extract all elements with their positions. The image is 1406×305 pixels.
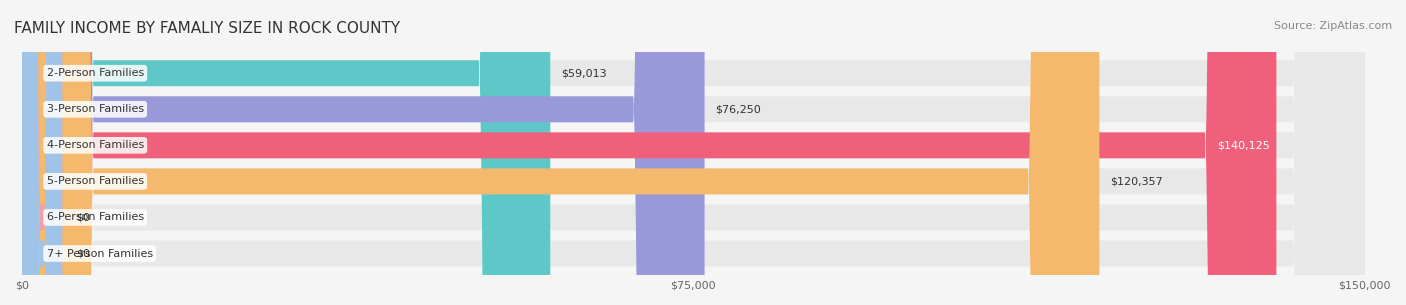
Text: FAMILY INCOME BY FAMALIY SIZE IN ROCK COUNTY: FAMILY INCOME BY FAMALIY SIZE IN ROCK CO… <box>14 21 401 36</box>
Text: 6-Person Families: 6-Person Families <box>46 213 143 222</box>
FancyBboxPatch shape <box>22 0 1365 305</box>
Text: 2-Person Families: 2-Person Families <box>46 68 143 78</box>
Text: 7+ Person Families: 7+ Person Families <box>46 249 153 259</box>
FancyBboxPatch shape <box>22 0 62 305</box>
FancyBboxPatch shape <box>22 0 1365 305</box>
FancyBboxPatch shape <box>22 0 1099 305</box>
Text: $0: $0 <box>76 249 90 259</box>
Text: 4-Person Families: 4-Person Families <box>46 140 143 150</box>
FancyBboxPatch shape <box>22 0 62 305</box>
FancyBboxPatch shape <box>22 0 1365 305</box>
FancyBboxPatch shape <box>22 0 550 305</box>
Text: 5-Person Families: 5-Person Families <box>46 176 143 186</box>
FancyBboxPatch shape <box>22 0 1365 305</box>
Text: $0: $0 <box>76 213 90 222</box>
Text: $140,125: $140,125 <box>1216 140 1270 150</box>
FancyBboxPatch shape <box>22 0 704 305</box>
FancyBboxPatch shape <box>22 0 1365 305</box>
Text: $76,250: $76,250 <box>716 104 761 114</box>
Text: 3-Person Families: 3-Person Families <box>46 104 143 114</box>
Text: $120,357: $120,357 <box>1111 176 1163 186</box>
Text: Source: ZipAtlas.com: Source: ZipAtlas.com <box>1274 21 1392 31</box>
FancyBboxPatch shape <box>22 0 1365 305</box>
Text: $59,013: $59,013 <box>561 68 606 78</box>
FancyBboxPatch shape <box>22 0 1277 305</box>
